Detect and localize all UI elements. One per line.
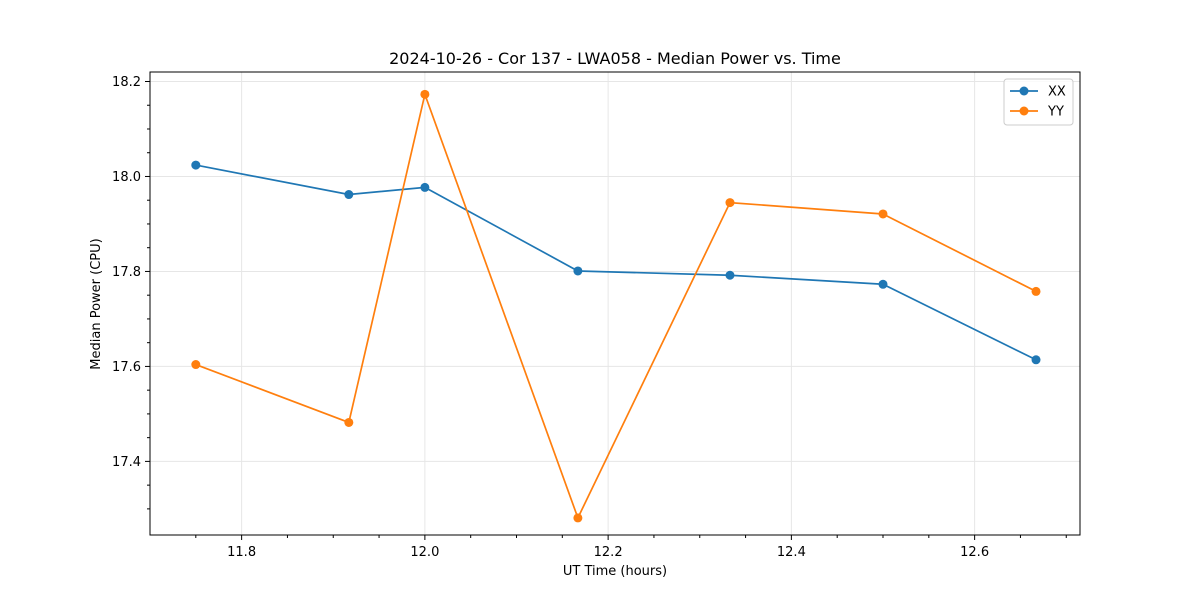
legend-label: XX xyxy=(1048,85,1066,100)
y-tick-label: 17.6 xyxy=(112,360,141,375)
x-tick-label: 12.6 xyxy=(960,545,989,560)
data-point-xx xyxy=(725,270,735,280)
data-point-yy xyxy=(420,89,430,99)
data-point-xx xyxy=(878,279,888,289)
x-axis-label: UT Time (hours) xyxy=(563,564,667,579)
grid xyxy=(150,72,1080,535)
x-tick-label: 12.0 xyxy=(410,545,439,560)
y-tick-label: 18.2 xyxy=(112,75,141,90)
data-point-xx xyxy=(420,182,430,192)
data-point-xx xyxy=(344,190,354,200)
data-point-yy xyxy=(878,209,888,219)
legend-item-xx: XX xyxy=(1010,85,1066,100)
data-point-xx xyxy=(191,160,201,170)
legend-item-yy: YY xyxy=(1010,105,1064,120)
legend-items: XX YY xyxy=(1010,85,1066,120)
data-point-yy xyxy=(191,360,201,370)
series-xx xyxy=(191,160,1041,365)
data-point-yy xyxy=(344,417,354,427)
data-point-xx xyxy=(1031,355,1041,365)
chart-title: 2024-10-26 - Cor 137 - LWA058 - Median P… xyxy=(389,49,841,68)
data-point-yy xyxy=(1031,286,1041,296)
x-axis-ticks: 11.8 12.0 12.2 12.4 12.6 xyxy=(195,535,1067,560)
data-point-yy xyxy=(573,513,583,523)
x-tick-label: 12.4 xyxy=(777,545,806,560)
y-tick-label: 17.8 xyxy=(112,265,141,280)
series-layer xyxy=(191,89,1041,523)
legend: XX YY xyxy=(1003,78,1074,126)
legend-marker xyxy=(1019,86,1029,96)
y-tick-label: 17.4 xyxy=(112,455,141,470)
series-yy xyxy=(191,89,1041,523)
x-tick-label: 12.2 xyxy=(594,545,623,560)
data-point-xx xyxy=(573,266,583,276)
legend-marker xyxy=(1019,106,1029,116)
y-axis-label: Median Power (CPU) xyxy=(89,238,104,369)
legend-label: YY xyxy=(1047,105,1064,120)
y-tick-label: 18.0 xyxy=(112,170,141,185)
data-point-yy xyxy=(725,198,735,208)
y-axis-ticks: 17.4 17.6 17.8 18.0 18.2 xyxy=(112,75,150,510)
x-tick-label: 11.8 xyxy=(227,545,256,560)
plot-frame xyxy=(149,71,1081,536)
